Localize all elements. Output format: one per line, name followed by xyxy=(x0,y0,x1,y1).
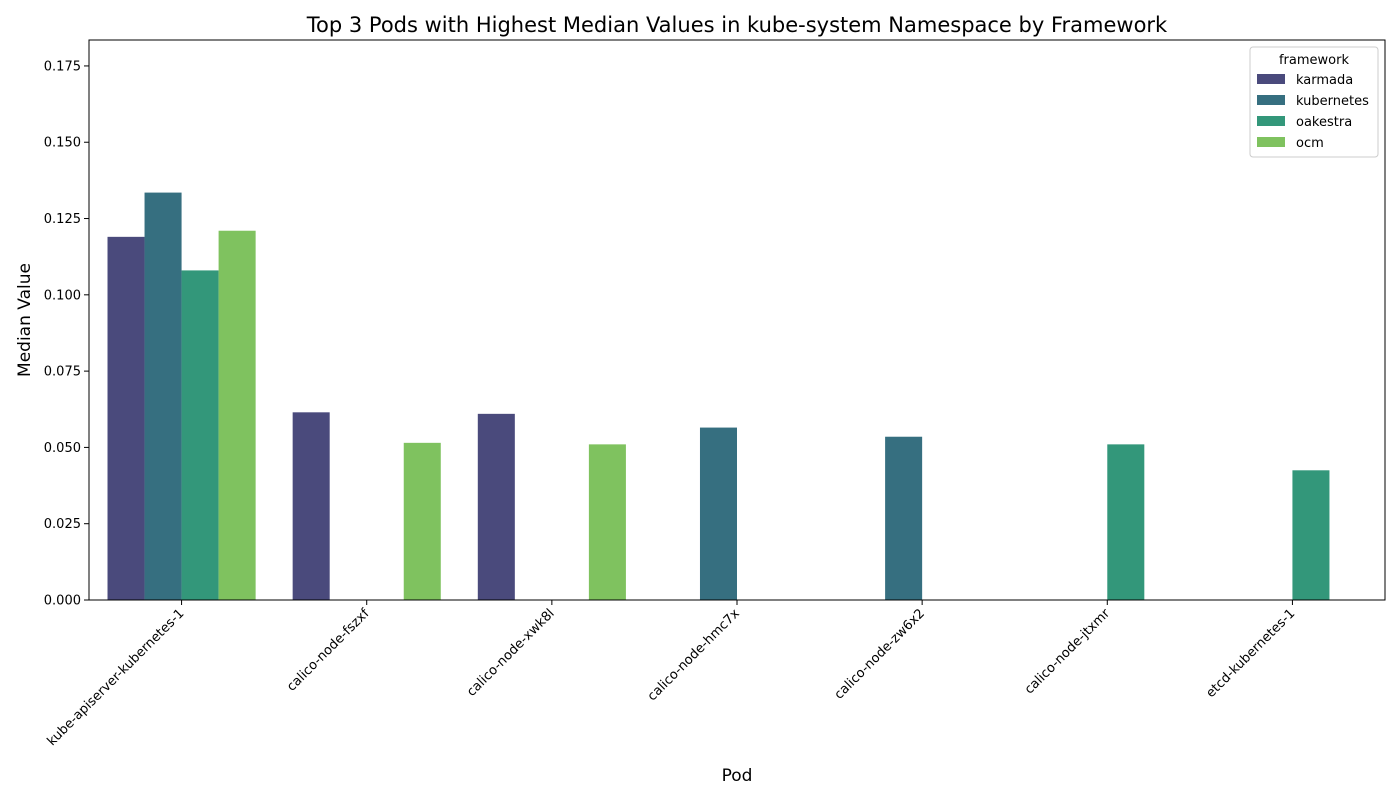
y-tick-label: 0.125 xyxy=(44,212,81,227)
bars-group xyxy=(107,192,1330,600)
bar-oakestra xyxy=(181,270,219,600)
x-tick-label: calico-node-jtxmr xyxy=(1022,606,1114,698)
y-tick-label: 0.175 xyxy=(44,59,81,74)
bar-karmada xyxy=(292,412,330,600)
bar-kubernetes xyxy=(699,427,737,600)
legend-swatch-kubernetes xyxy=(1257,95,1285,105)
bar-kubernetes xyxy=(144,192,182,600)
y-tick-label: 0.050 xyxy=(44,441,81,456)
y-tick-label: 0.075 xyxy=(44,365,81,380)
x-tick-label: calico-node-hmc7x xyxy=(645,606,743,704)
legend-swatch-karmada xyxy=(1257,74,1285,84)
y-axis-label: Median Value xyxy=(15,263,35,377)
legend-label-kubernetes: kubernetes xyxy=(1296,94,1369,109)
x-axis-label: Pod xyxy=(722,766,753,786)
y-tick-label: 0.100 xyxy=(44,288,81,303)
plot-frame xyxy=(88,39,1386,601)
x-tick-label: kube-apiserver-kubernetes-1 xyxy=(45,606,188,749)
y-tick-label: 0.150 xyxy=(44,136,81,151)
bar-oakestra xyxy=(1107,444,1145,600)
bar-oakestra xyxy=(1292,470,1330,600)
bar-ocm xyxy=(403,442,441,600)
bar-karmada xyxy=(477,413,515,600)
y-tick-label: 0.025 xyxy=(44,517,81,532)
y-tick-label: 0.000 xyxy=(44,594,81,609)
legend-label-oakestra: oakestra xyxy=(1296,115,1352,130)
legend-label-ocm: ocm xyxy=(1296,136,1324,151)
legend-title: framework xyxy=(1279,53,1349,68)
x-axis: kube-apiserver-kubernetes-1 calico-node-f… xyxy=(45,600,1299,749)
x-tick-label: calico-node-xwk8l xyxy=(464,606,558,700)
x-tick-label: calico-node-zw6x2 xyxy=(832,606,928,702)
x-tick-label: etcd-kubernetes-1 xyxy=(1204,606,1299,701)
bar-ocm xyxy=(588,444,626,600)
chart-title: Top 3 Pods with Highest Median Values in… xyxy=(306,13,1168,37)
bar-karmada xyxy=(107,236,145,600)
bar-kubernetes xyxy=(885,436,923,600)
legend-swatch-ocm xyxy=(1257,137,1285,147)
x-tick-label: calico-node-fszxf xyxy=(284,606,373,695)
legend: framework karmada kubernetes oakestra ocm xyxy=(1249,46,1379,158)
legend-label-karmada: karmada xyxy=(1296,73,1353,88)
legend-swatch-oakestra xyxy=(1257,116,1285,126)
y-axis: 0.000 0.025 0.050 0.075 0.100 0.125 0.150 0.175 xyxy=(44,59,89,609)
bar-ocm xyxy=(218,230,256,600)
